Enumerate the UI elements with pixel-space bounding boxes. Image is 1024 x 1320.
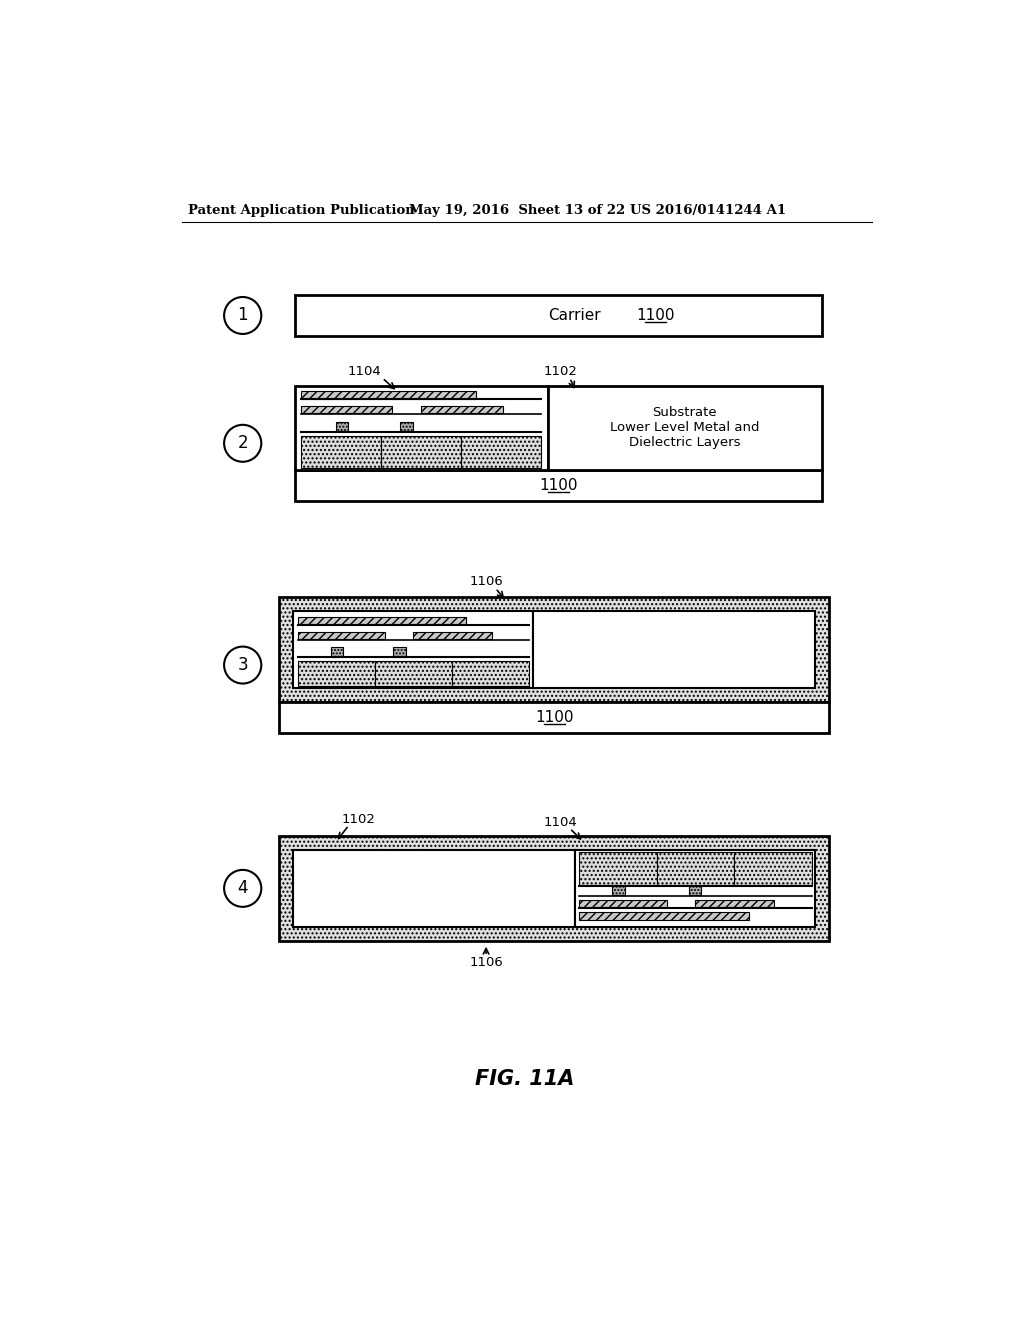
Bar [414, 632, 492, 639]
Bar [298, 616, 466, 624]
Bar [331, 647, 343, 656]
Bar [298, 661, 375, 686]
Text: 1100: 1100 [535, 710, 573, 725]
Text: 1102: 1102 [544, 366, 578, 379]
Bar [452, 661, 528, 686]
Text: US 2016/0141244 A1: US 2016/0141244 A1 [630, 205, 786, 218]
Text: 1104: 1104 [544, 816, 578, 829]
Text: 4: 4 [238, 879, 248, 898]
Text: 3: 3 [238, 656, 248, 675]
Bar [400, 422, 413, 430]
Bar [301, 391, 476, 399]
Text: 1104: 1104 [347, 366, 381, 379]
Text: FIG. 11A: FIG. 11A [475, 1069, 574, 1089]
Bar [393, 647, 406, 656]
Bar [421, 407, 503, 413]
Text: 1100: 1100 [636, 308, 675, 323]
Bar [695, 900, 774, 907]
Bar [548, 385, 821, 470]
Bar [579, 853, 656, 884]
Bar [375, 661, 452, 686]
Text: May 19, 2016  Sheet 13 of 22: May 19, 2016 Sheet 13 of 22 [409, 205, 625, 218]
Bar [280, 702, 829, 733]
Bar [280, 836, 829, 941]
Bar [612, 886, 625, 895]
Bar [295, 470, 821, 502]
Bar [336, 422, 348, 430]
Bar [461, 436, 542, 469]
Bar [295, 385, 548, 470]
Bar [575, 850, 815, 927]
Bar [293, 611, 534, 688]
Text: Substrate
Lower Level Metal and
Dielectric Layers: Substrate Lower Level Metal and Dielectr… [610, 407, 760, 449]
Bar [734, 853, 812, 884]
Bar [689, 886, 701, 895]
Text: 1: 1 [238, 306, 248, 325]
Text: 1106: 1106 [469, 956, 503, 969]
Bar [656, 853, 734, 884]
Bar [534, 611, 815, 688]
Text: 1100: 1100 [539, 478, 578, 494]
Text: 1106: 1106 [469, 576, 503, 589]
Text: Carrier: Carrier [548, 308, 600, 323]
Bar [579, 900, 668, 907]
Text: Patent Application Publication: Patent Application Publication [188, 205, 415, 218]
Bar [298, 632, 385, 639]
Text: 1102: 1102 [342, 813, 376, 825]
Bar [293, 850, 575, 927]
Bar [301, 407, 392, 413]
Bar [295, 296, 821, 335]
Bar [280, 597, 829, 702]
Bar [381, 436, 461, 469]
Bar [579, 912, 749, 920]
Bar [301, 436, 381, 469]
Text: 2: 2 [238, 434, 248, 453]
